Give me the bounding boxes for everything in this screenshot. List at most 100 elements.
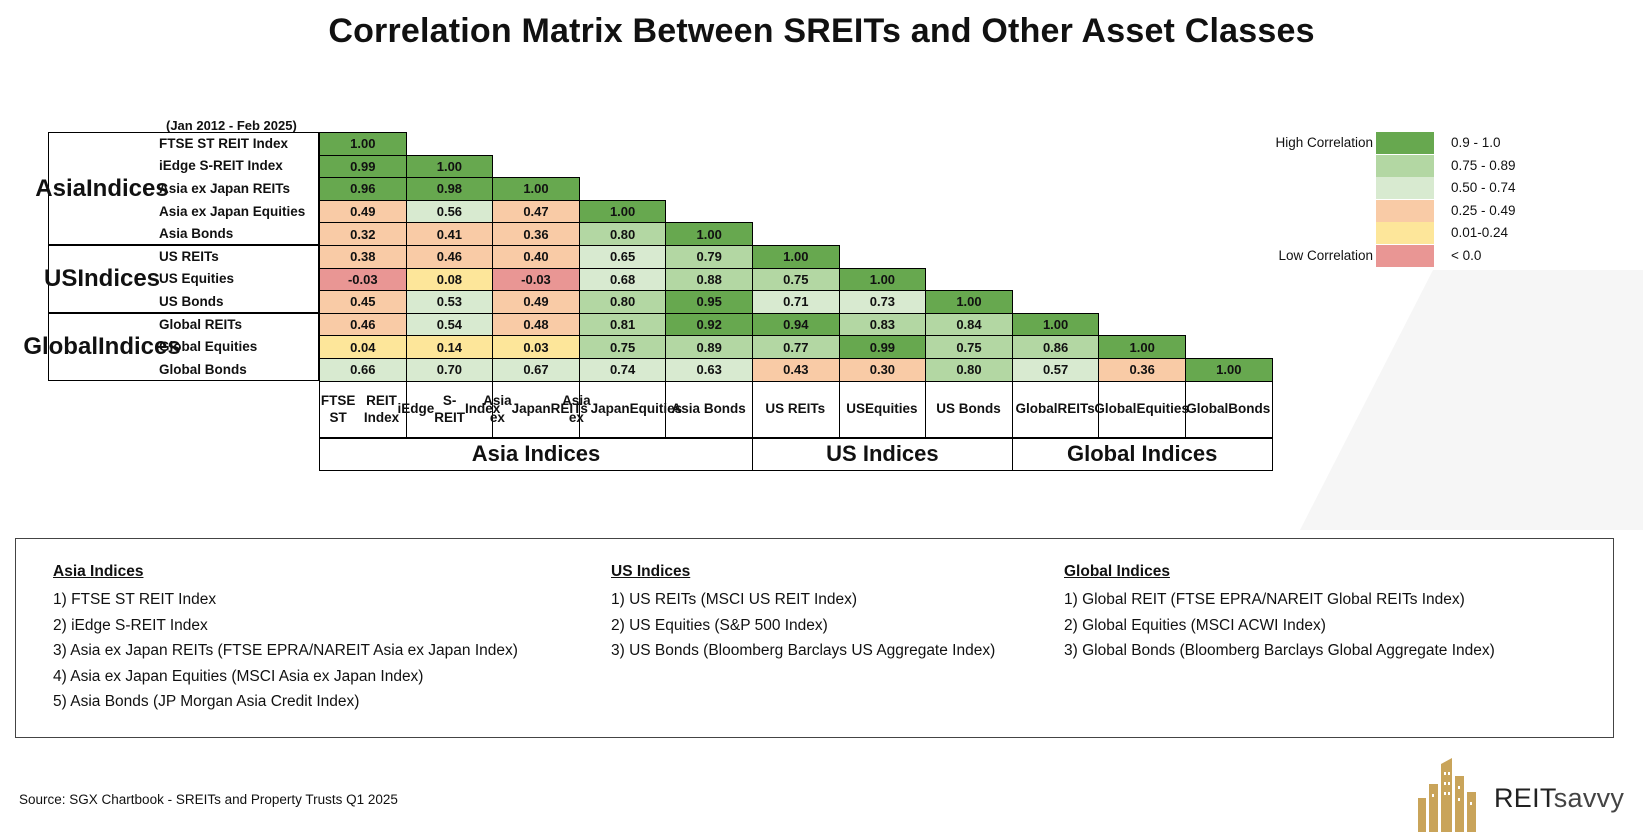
column-header: Asia ex Japan Equities <box>562 380 682 438</box>
heatmap-cell: 1.00 <box>1185 358 1273 382</box>
heatmap-cell: 0.57 <box>1011 358 1100 382</box>
heatmap-cell: 0.54 <box>405 312 494 337</box>
heatmap-cell: 0.32 <box>319 222 407 246</box>
heatmap-cell: 0.71 <box>752 290 840 314</box>
row-label: Global Equities <box>159 339 258 355</box>
row-label: Asia ex Japan Equities <box>159 203 306 219</box>
row-group-label-word: Indices <box>77 265 161 293</box>
column-header: iEdge S-REIT Index <box>398 380 500 438</box>
notes-us-column: US Indices 1) US REITs (MSCI US REIT Ind… <box>611 563 995 664</box>
logo-text-light: savvy <box>1553 783 1625 813</box>
column-header: FTSE ST REIT Index <box>319 380 407 438</box>
heatmap-cell: 0.96 <box>319 177 407 201</box>
column-header: US Bonds <box>925 380 1013 438</box>
column-header-line: Global <box>1186 401 1229 417</box>
legend-swatch <box>1376 177 1434 200</box>
reitsavvy-logo-text: REITsavvy <box>1494 783 1624 814</box>
column-header: US Equities <box>838 380 927 438</box>
heatmap-cell: -0.03 <box>492 267 580 292</box>
column-header-line: Equities <box>865 401 918 417</box>
page-title: Correlation Matrix Between SREITs and Ot… <box>328 12 1315 50</box>
notes-item: 5) Asia Bonds (JP Morgan Asia Credit Ind… <box>53 693 360 710</box>
heatmap-cell: 0.65 <box>578 245 667 269</box>
legend-range-label: 0.9 - 1.0 <box>1451 135 1501 150</box>
heatmap-cell: 0.94 <box>752 312 840 337</box>
column-header-line: US REITs <box>765 401 826 417</box>
row-group-label-word: Indices <box>97 333 181 361</box>
heatmap-cell: 0.49 <box>319 199 407 224</box>
row-group-label: Asia Indices <box>35 132 168 245</box>
heatmap-cell: 1.00 <box>925 290 1013 314</box>
heatmap-cell: 0.03 <box>492 335 580 359</box>
heatmap-cell: 1.00 <box>492 177 580 201</box>
heatmap-cell: 0.84 <box>925 312 1013 337</box>
heatmap-cell: 1.00 <box>1098 335 1186 359</box>
column-header-line: Equities <box>629 401 683 417</box>
heatmap-cell: 0.80 <box>925 358 1013 382</box>
notes-global-column: Global Indices 1) Global REIT (FTSE EPRA… <box>1064 563 1495 664</box>
column-group-label: Asia Indices <box>319 437 753 471</box>
legend-swatch <box>1376 154 1434 177</box>
row-label: US Bonds <box>159 293 224 309</box>
heatmap-cell: 0.95 <box>665 290 753 314</box>
heatmap-cell: 0.89 <box>665 335 753 359</box>
heatmap-cell: 1.00 <box>405 154 494 179</box>
row-group-label-word: US <box>43 265 78 293</box>
notes-item: 4) Asia ex Japan Equities (MSCI Asia ex … <box>53 667 424 685</box>
heatmap-cell: 0.86 <box>1011 335 1100 359</box>
heatmap-cell: 0.38 <box>319 245 407 269</box>
column-header-line: REIT Index <box>363 392 400 425</box>
column-header-line: US Bonds <box>936 401 1001 417</box>
column-header-line: US <box>846 401 866 417</box>
heatmap-cell: 0.30 <box>838 358 927 382</box>
notes-asia-column: Asia Indices 1) FTSE ST REIT Index 2) iE… <box>53 563 518 715</box>
row-label: Global REITs <box>159 316 243 332</box>
heatmap-cell: 0.36 <box>492 222 580 246</box>
heatmap-cell: 0.75 <box>925 335 1013 359</box>
notes-heading: Asia Indices <box>53 563 144 580</box>
heatmap-cell: 0.88 <box>665 267 753 292</box>
column-header-line: Equities <box>1136 401 1189 417</box>
heatmap-cell: 0.68 <box>578 267 667 292</box>
legend-swatch <box>1376 132 1434 154</box>
legend-range-label: 0.50 - 0.74 <box>1451 180 1516 196</box>
heatmap-cell: 0.43 <box>752 358 840 382</box>
row-label: Asia ex Japan REITs <box>159 180 291 196</box>
heatmap-cell: 0.77 <box>752 335 840 359</box>
row-label: FTSE ST REIT Index <box>159 135 289 151</box>
column-header-line: Japan <box>590 401 630 417</box>
heatmap-cell: 0.04 <box>319 335 407 359</box>
heatmap-cell: 0.53 <box>405 290 494 314</box>
heatmap-cell: 1.00 <box>838 267 927 292</box>
heatmap-cell: 0.46 <box>319 312 407 337</box>
row-label: iEdge S-REIT Index <box>159 158 283 174</box>
index-notes-box: Asia Indices 1) FTSE ST REIT Index 2) iE… <box>15 538 1614 738</box>
notes-heading: Global Indices <box>1064 563 1170 580</box>
legend-range-label: 0.25 - 0.49 <box>1451 202 1516 218</box>
notes-item: 3) Global Bonds (Bloomberg Barclays Glob… <box>1064 642 1495 659</box>
row-group-label-word: Indices <box>86 175 169 202</box>
heatmap-cell: 0.80 <box>578 290 667 314</box>
legend-range-label: < 0.0 <box>1451 248 1482 263</box>
heatmap-cell: 0.73 <box>838 290 927 314</box>
row-group-box <box>48 245 319 313</box>
heatmap-cell: 0.80 <box>578 222 667 246</box>
column-header-line: S-REIT <box>434 392 466 425</box>
heatmap-cell: 0.41 <box>405 222 494 246</box>
heatmap-cell: 0.48 <box>492 312 580 337</box>
column-header: Global REITs <box>1011 380 1100 438</box>
notes-item: 1) Global REIT (FTSE EPRA/NAREIT Global … <box>1064 591 1465 608</box>
column-header: Global Bonds <box>1185 380 1273 438</box>
legend-end-label: Low Correlation <box>1278 248 1373 263</box>
column-header-line: Index <box>465 401 501 417</box>
column-group-label: US Indices <box>752 437 1013 471</box>
heatmap-cell: 0.08 <box>405 267 494 292</box>
heatmap-cell: 0.99 <box>319 154 407 179</box>
row-group-box <box>48 312 319 381</box>
heatmap-cell: 0.40 <box>492 245 580 269</box>
column-header: US REITs <box>752 380 840 438</box>
notes-item: 1) FTSE ST REIT Index <box>53 591 217 608</box>
notes-item: 3) US Bonds (Bloomberg Barclays US Aggre… <box>611 642 996 659</box>
heatmap-cell: 0.74 <box>578 358 667 382</box>
